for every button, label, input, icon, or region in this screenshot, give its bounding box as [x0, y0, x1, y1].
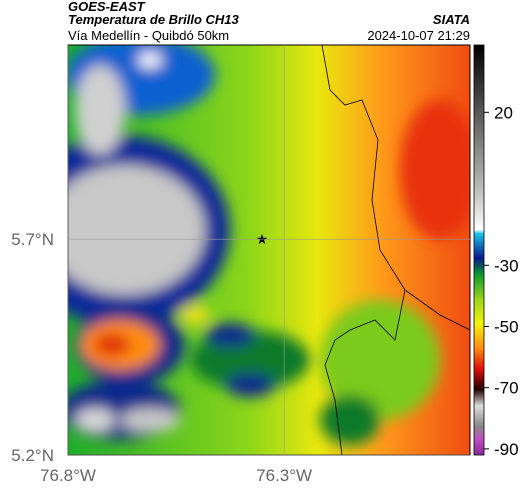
colorbar-tick-label: -30	[494, 256, 519, 275]
colorbar-tick-label: -90	[494, 440, 519, 459]
satellite-image: ★	[68, 45, 470, 455]
x-tick-label: 76.3°W	[256, 466, 312, 485]
y-tick-label: 5.7°N	[11, 230, 54, 249]
satellite: GOES-EAST	[68, 0, 146, 14]
title: Temperatura de Brillo CH13	[68, 12, 240, 27]
y-tick-label: 5.2°N	[11, 446, 54, 465]
colorbar-tick-label: -50	[494, 317, 519, 336]
x-tick-label: 76.8°W	[40, 466, 96, 485]
colorbar-tick-label: -70	[494, 379, 519, 398]
timestamp: 2024-10-07 21:29	[367, 28, 470, 43]
colorbar-tick-label: 20	[494, 103, 513, 122]
header: GOES-EAST Temperatura de Brillo CH13 SIA…	[68, 0, 470, 43]
colorbar	[473, 44, 485, 456]
subtitle: Vía Medellín - Quibdó 50km	[68, 28, 229, 43]
axes: 76.8°W 76.3°W 5.2°N 5.7°N 20 -30 -50 -70 -90	[11, 45, 519, 485]
source: SIATA	[433, 12, 470, 27]
